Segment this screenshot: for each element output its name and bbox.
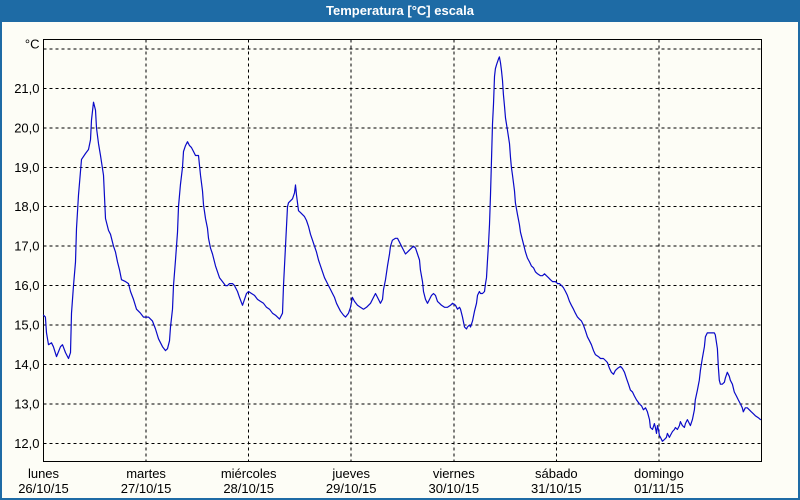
y-tick-label: 13,0 — [14, 396, 39, 411]
x-day-label: martes — [126, 466, 166, 481]
temperature-series-line — [42, 56, 762, 442]
x-day-label: jueves — [331, 466, 370, 481]
x-date-label: 28/10/15 — [223, 481, 274, 496]
x-date-label: 30/10/15 — [428, 481, 479, 496]
x-date-label: 31/10/15 — [531, 481, 582, 496]
x-date-label: 26/10/15 — [18, 481, 69, 496]
x-date-label: 01/11/15 — [634, 481, 684, 496]
chart-title-bar: Temperatura [°C] escala — [2, 0, 798, 22]
x-date-label: 29/10/15 — [326, 481, 377, 496]
y-tick-label: 12,0 — [14, 436, 39, 451]
y-axis-unit-label: °C — [25, 37, 40, 52]
x-day-label: lunes — [28, 466, 60, 481]
x-date-label: 27/10/15 — [121, 481, 172, 496]
y-tick-label: 14,0 — [14, 357, 39, 372]
y-tick-label: 15,0 — [14, 318, 39, 333]
x-day-label: miércoles — [221, 466, 277, 481]
y-tick-label: 20,0 — [14, 120, 39, 135]
plot-frame — [43, 39, 762, 462]
x-day-label: domingo — [634, 466, 684, 481]
x-day-label: sábado — [535, 466, 578, 481]
chart-title: Temperatura [°C] escala — [325, 3, 474, 18]
y-tick-label: 17,0 — [14, 239, 39, 254]
y-tick-label: 16,0 — [14, 278, 39, 293]
y-tick-label: 18,0 — [14, 199, 39, 214]
y-tick-label: 21,0 — [14, 81, 39, 96]
y-tick-label: 19,0 — [14, 160, 39, 175]
x-day-label: viernes — [433, 466, 475, 481]
